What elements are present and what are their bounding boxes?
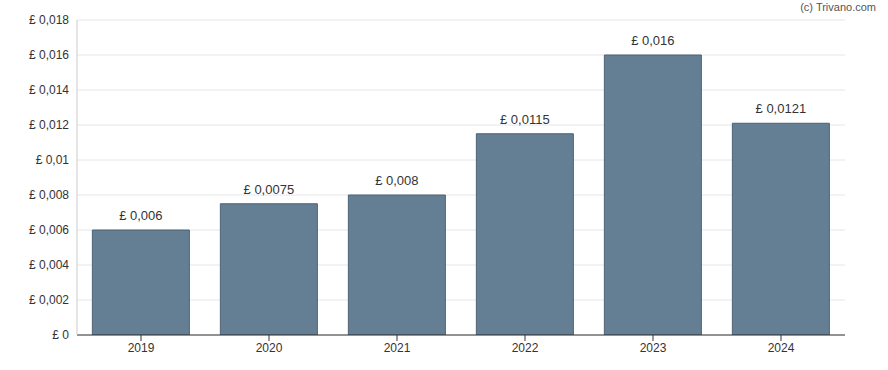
svg-text:£ 0,012: £ 0,012 xyxy=(29,118,69,132)
svg-text:£ 0: £ 0 xyxy=(52,328,69,342)
svg-text:£ 0,0115: £ 0,0115 xyxy=(500,112,550,127)
svg-text:£ 0,006: £ 0,006 xyxy=(29,223,69,237)
svg-text:£ 0,01: £ 0,01 xyxy=(36,153,70,167)
svg-text:£ 0,006: £ 0,006 xyxy=(119,208,162,223)
svg-text:£ 0,004: £ 0,004 xyxy=(29,258,69,272)
svg-text:£ 0,0121: £ 0,0121 xyxy=(756,101,807,116)
svg-text:£ 0,008: £ 0,008 xyxy=(29,188,69,202)
svg-text:£ 0,014: £ 0,014 xyxy=(29,83,69,97)
svg-text:£ 0,016: £ 0,016 xyxy=(29,48,69,62)
svg-text:2023: 2023 xyxy=(640,341,667,355)
svg-text:2019: 2019 xyxy=(128,341,155,355)
svg-text:2020: 2020 xyxy=(256,341,283,355)
svg-text:2021: 2021 xyxy=(384,341,411,355)
svg-text:£ 0,002: £ 0,002 xyxy=(29,293,69,307)
svg-text:2022: 2022 xyxy=(512,341,539,355)
svg-text:£ 0,0075: £ 0,0075 xyxy=(244,182,295,197)
svg-text:£ 0,016: £ 0,016 xyxy=(631,33,674,48)
svg-text:2024: 2024 xyxy=(768,341,795,355)
svg-text:£ 0,018: £ 0,018 xyxy=(29,13,69,27)
html-text:(c) Trivano.com: (c) Trivano.com xyxy=(800,1,876,13)
svg-text:£ 0,008: £ 0,008 xyxy=(375,173,418,188)
